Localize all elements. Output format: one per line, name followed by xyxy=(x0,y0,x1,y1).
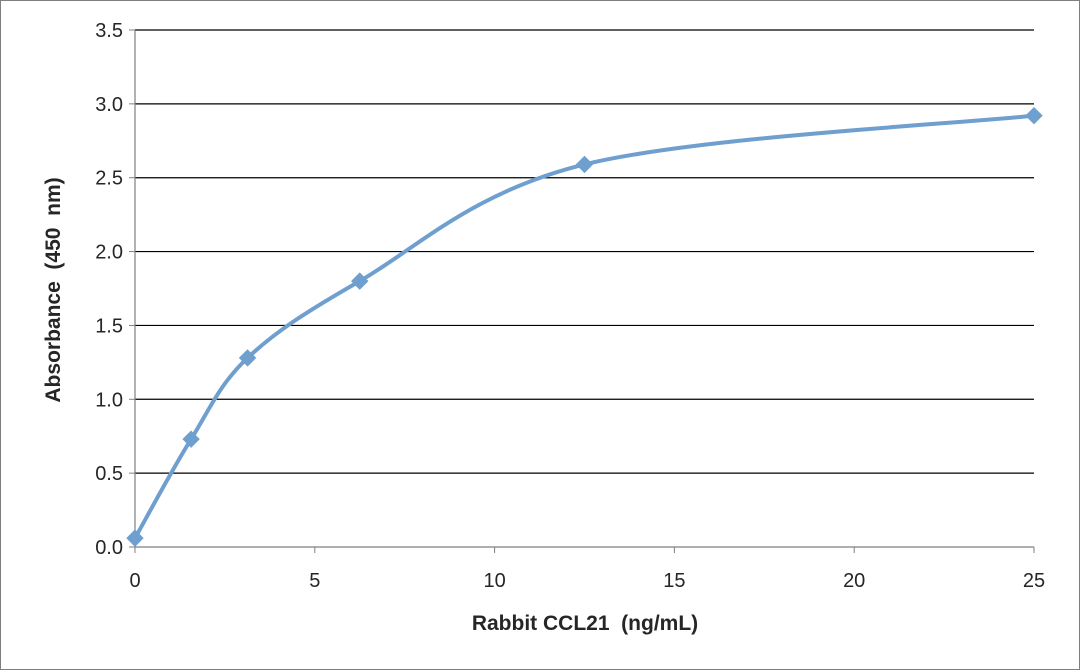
y-axis-title: Absorbance (450 nm) xyxy=(42,177,65,402)
y-axis-tick-labels: 0.0 0.5 1.0 1.5 2.0 2.5 3.0 3.5 xyxy=(95,20,123,559)
x-axis-title: Rabbit CCL21 (ng/mL) xyxy=(472,612,698,635)
y-tick-label-3: 1.5 xyxy=(95,315,123,337)
x-tick-label-3: 15 xyxy=(663,570,685,592)
y-tick-label-2: 1.0 xyxy=(95,389,123,411)
grid-lines xyxy=(135,29,1034,474)
y-tick-label-7: 3.5 xyxy=(95,20,123,42)
x-tick-label-1: 5 xyxy=(309,570,320,592)
x-tick-label-5: 25 xyxy=(1023,570,1045,592)
y-tick-label-5: 2.5 xyxy=(95,168,123,190)
data-markers xyxy=(126,106,1043,547)
data-point-5 xyxy=(1025,106,1043,125)
x-axis-tick-labels: 0 5 10 15 20 25 xyxy=(129,570,1045,592)
series-line-0 xyxy=(133,113,1036,541)
data-point-2 xyxy=(238,349,257,367)
data-point-0 xyxy=(126,529,144,547)
x-tick-label-2: 10 xyxy=(483,570,505,592)
data-point-1 xyxy=(182,430,200,448)
axes xyxy=(129,29,1035,553)
x-tick-label-0: 0 xyxy=(129,570,140,592)
y-tick-label-4: 2.0 xyxy=(95,242,123,264)
y-tick-label-0: 0.0 xyxy=(95,537,123,559)
x-tick-label-4: 20 xyxy=(843,570,865,592)
data-point-4 xyxy=(575,155,594,174)
y-tick-label-1: 0.5 xyxy=(95,463,123,485)
data-series xyxy=(133,113,1036,541)
data-point-3 xyxy=(351,272,369,290)
y-tick-label-6: 3.0 xyxy=(95,94,123,116)
